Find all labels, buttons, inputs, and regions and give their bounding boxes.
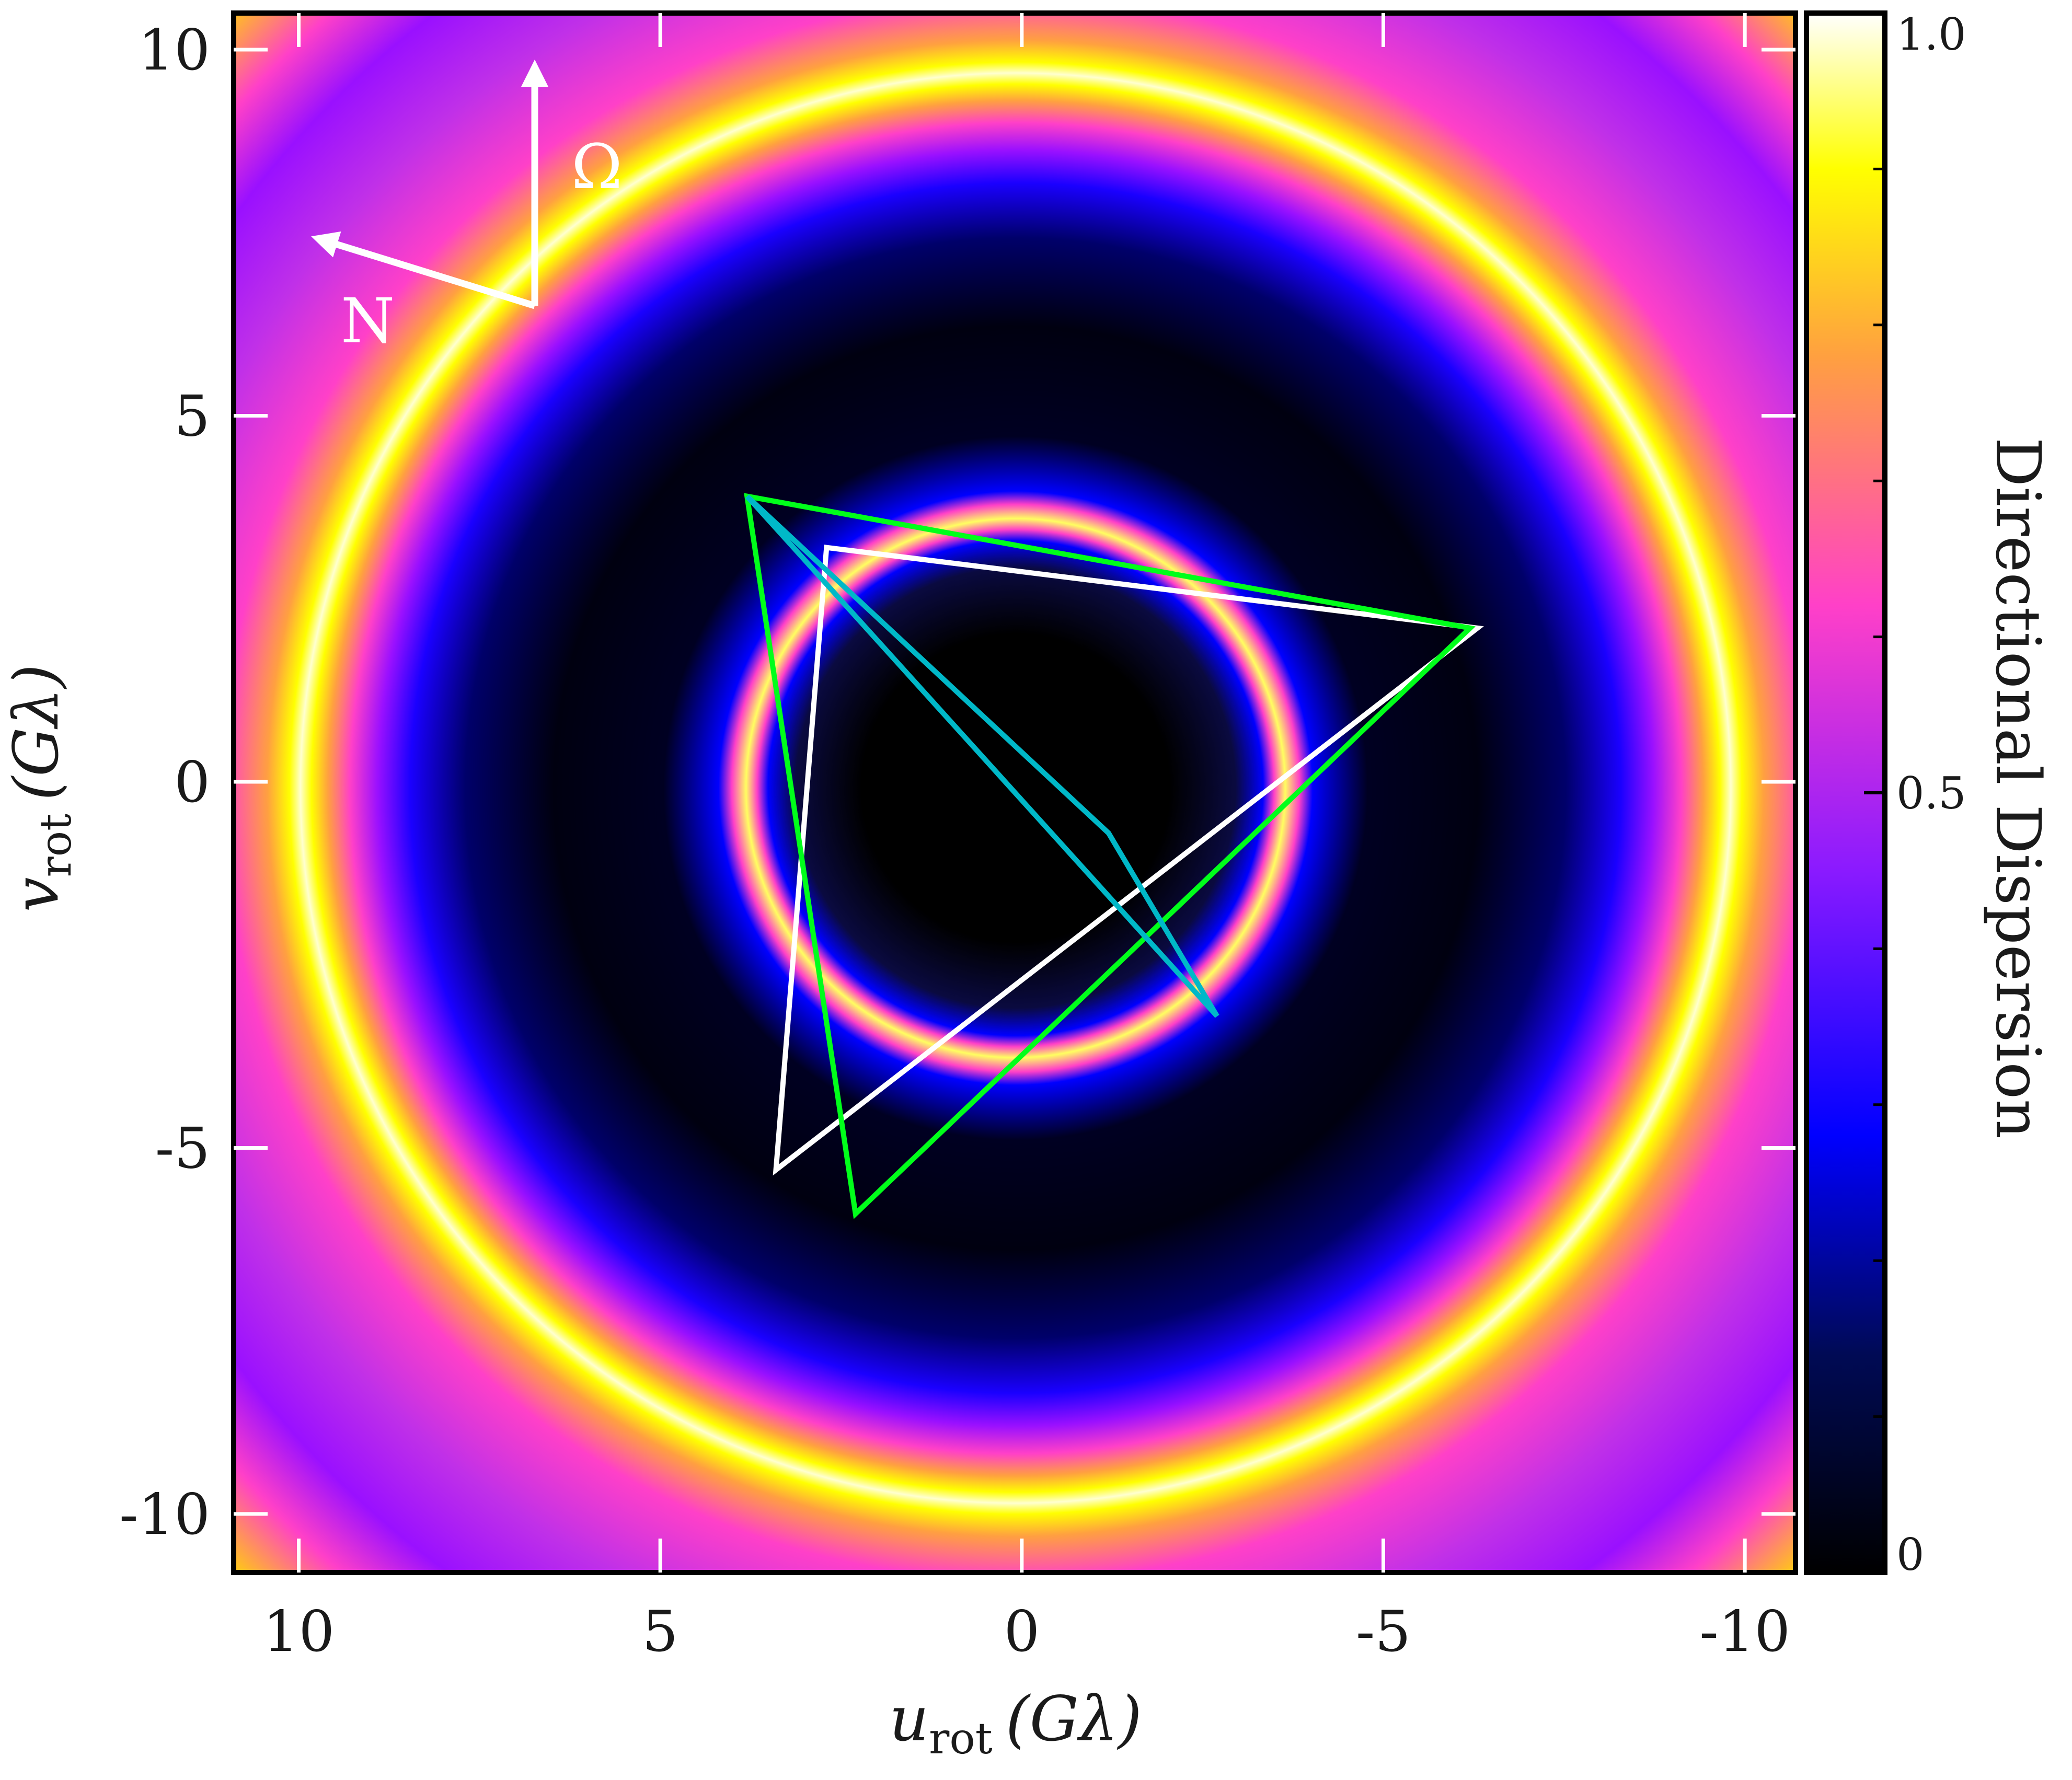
- north-arrow: [311, 231, 536, 309]
- colorbar-tick-label: 1.0: [1896, 9, 1966, 60]
- x-tick-label: 5: [642, 1599, 678, 1665]
- omega-label: Ω: [571, 131, 623, 203]
- y-axis-ticks: 10 5 0 -5 -10: [119, 18, 1795, 1547]
- x-tick-label: 0: [1004, 1599, 1040, 1665]
- x-axis-title: urot (Gλ): [889, 1683, 1142, 1764]
- y-tick-label: 5: [174, 384, 210, 449]
- y-tick-label: -10: [119, 1482, 210, 1547]
- colorbar-tick-label: 0: [1896, 1529, 1924, 1580]
- y-tick-label: 10: [139, 18, 210, 83]
- north-label: N: [341, 285, 395, 357]
- baseline-triangles: [744, 493, 1484, 1219]
- colorbar: 0 0.5 1.0 Directional Dispersion: [1804, 9, 2054, 1580]
- plot-frame: [231, 10, 1798, 1575]
- y-tick-label: -5: [155, 1116, 210, 1181]
- compass: Ω N: [311, 60, 623, 357]
- y-tick-label: 0: [174, 750, 210, 815]
- colorbar-title: Directional Dispersion: [1982, 437, 2054, 1139]
- x-tick-label: 10: [263, 1599, 335, 1665]
- colorbar-tick-label: 0.5: [1896, 768, 1966, 819]
- x-tick-label: -5: [1356, 1599, 1411, 1665]
- overlay-line-2: [745, 494, 1219, 1018]
- y-axis-title: vrot(Gλ): [0, 664, 81, 912]
- x-axis-ticks: 10 5 0 -5 -10: [263, 13, 1790, 1665]
- x-tick-label: -10: [1699, 1599, 1790, 1665]
- colorbar-ticks: 0 0.5 1.0: [1864, 9, 1966, 1580]
